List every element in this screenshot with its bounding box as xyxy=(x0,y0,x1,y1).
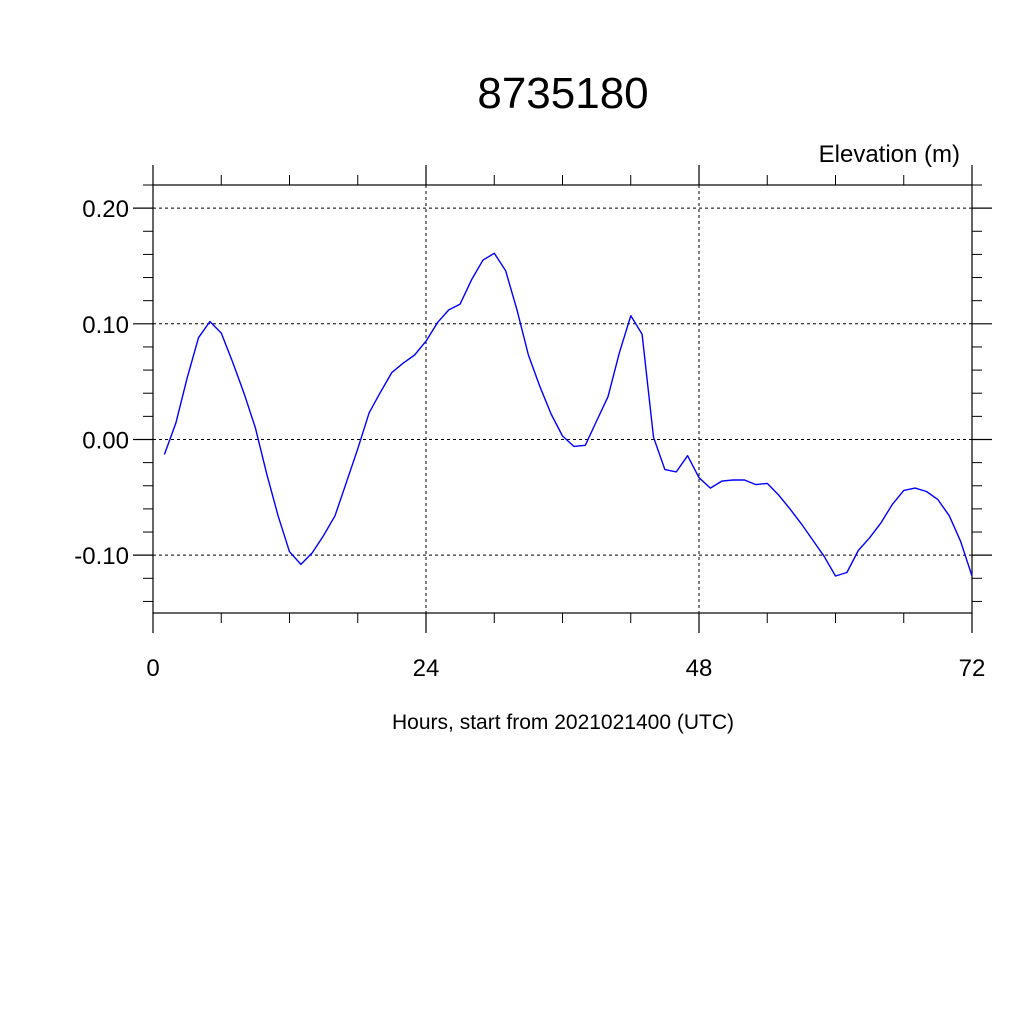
x-tick-label-0: 0 xyxy=(146,655,159,682)
y-tick-labels: 0.20 0.10 0.00 -0.10 xyxy=(74,196,129,570)
axis-ticks xyxy=(133,165,992,633)
x-tick-label-2: 48 xyxy=(686,655,713,682)
grid-lines xyxy=(153,185,972,613)
plot-frame xyxy=(152,184,973,614)
x-tick-labels: 0 24 48 72 xyxy=(146,655,985,682)
y-tick-label-3: -0.10 xyxy=(74,543,129,570)
y-tick-label-0: 0.20 xyxy=(82,196,129,223)
units-label: Elevation (m) xyxy=(819,141,960,168)
y-tick-label-2: 0.00 xyxy=(82,427,129,454)
chart-title: 8735180 xyxy=(477,69,648,118)
y-tick-label-1: 0.10 xyxy=(82,312,129,339)
x-axis-label: Hours, start from 2021021400 (UTC) xyxy=(392,711,734,734)
x-tick-label-3: 72 xyxy=(959,655,986,682)
series-line-elevation xyxy=(163,252,973,577)
x-tick-label-1: 24 xyxy=(413,655,440,682)
